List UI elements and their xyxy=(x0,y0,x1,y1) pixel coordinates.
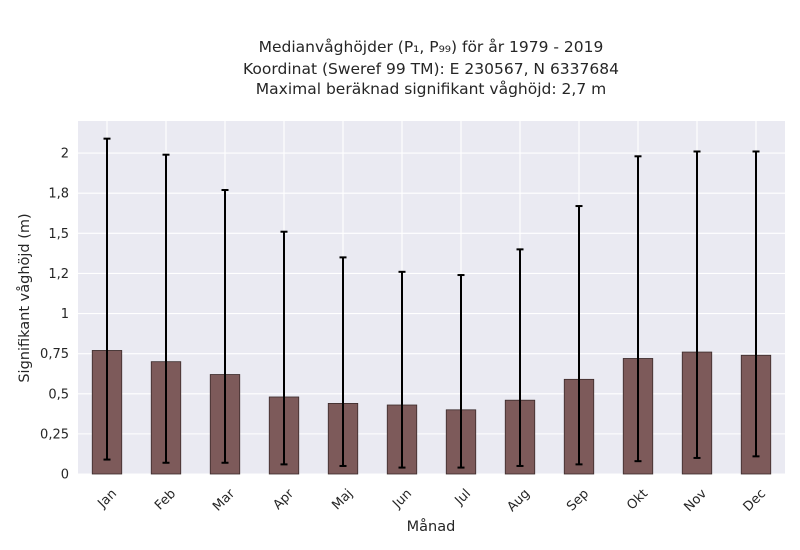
error-bar-maj xyxy=(339,256,347,467)
x-tick-label-apr: Apr xyxy=(271,486,298,513)
y-tick-label: 1,2 xyxy=(48,267,69,282)
x-tick-label-mar: Mar xyxy=(210,486,238,514)
error-bars xyxy=(103,137,760,469)
error-bar-aug xyxy=(516,248,524,467)
error-bar-feb xyxy=(162,153,170,464)
x-tick-label-feb: Feb xyxy=(152,486,179,513)
y-tick-label: 0,25 xyxy=(40,427,69,442)
y-tick-label: 2 xyxy=(61,147,69,162)
y-axis-label: Signifikant våghöjd (m) xyxy=(16,213,33,382)
y-tick-label: 0,5 xyxy=(48,387,69,402)
x-tick-label-nov: Nov xyxy=(681,486,710,515)
error-bar-sep xyxy=(575,205,583,466)
chart-title-line-2: Koordinat (Sweref 99 TM): E 230567, N 63… xyxy=(243,60,619,78)
y-tick-label: 0 xyxy=(61,468,69,483)
x-tick-label-jan: Jan xyxy=(95,486,120,511)
x-tick-label-aug: Aug xyxy=(504,486,533,515)
x-tick-label-sep: Sep xyxy=(564,486,592,514)
error-bar-jan xyxy=(103,137,111,461)
y-axis-ticks: 0 0,25 0,5 0,75 1 1,2 1,5 1,8 2 xyxy=(40,147,69,483)
chart-title-line-1: Medianvåghöjder (P₁, P₉₉) för år 1979 - … xyxy=(259,38,604,56)
error-bar-nov xyxy=(693,150,701,459)
x-axis-ticks: Jan Feb Mar Apr Maj Jun Jul Aug Sep Okt Nov Dec xyxy=(95,486,769,515)
error-bar-jul xyxy=(457,274,465,469)
chart-title-line-3: Maximal beräknad signifikant våghöjd: 2,… xyxy=(256,80,606,98)
chart-title: Medianvåghöjder (P₁, P₉₉) för år 1979 - … xyxy=(243,38,619,98)
y-tick-label: 1,5 xyxy=(48,227,69,242)
x-tick-label-maj: Maj xyxy=(329,486,356,513)
error-bar-okt xyxy=(634,155,642,463)
y-tick-label: 1,8 xyxy=(48,187,69,202)
y-tick-label: 0,75 xyxy=(40,347,69,362)
plot-area xyxy=(78,121,785,474)
x-axis-label: Månad xyxy=(407,518,456,535)
error-bar-jun xyxy=(398,270,406,469)
x-tick-label-okt: Okt xyxy=(624,486,651,513)
error-bar-dec xyxy=(752,150,760,458)
x-tick-label-dec: Dec xyxy=(741,486,769,514)
x-tick-label-jul: Jul xyxy=(452,486,474,508)
y-tick-label: 1 xyxy=(61,307,69,322)
error-bar-apr xyxy=(280,230,288,466)
error-bar-mar xyxy=(221,188,229,464)
x-tick-label-jun: Jun xyxy=(389,486,415,512)
